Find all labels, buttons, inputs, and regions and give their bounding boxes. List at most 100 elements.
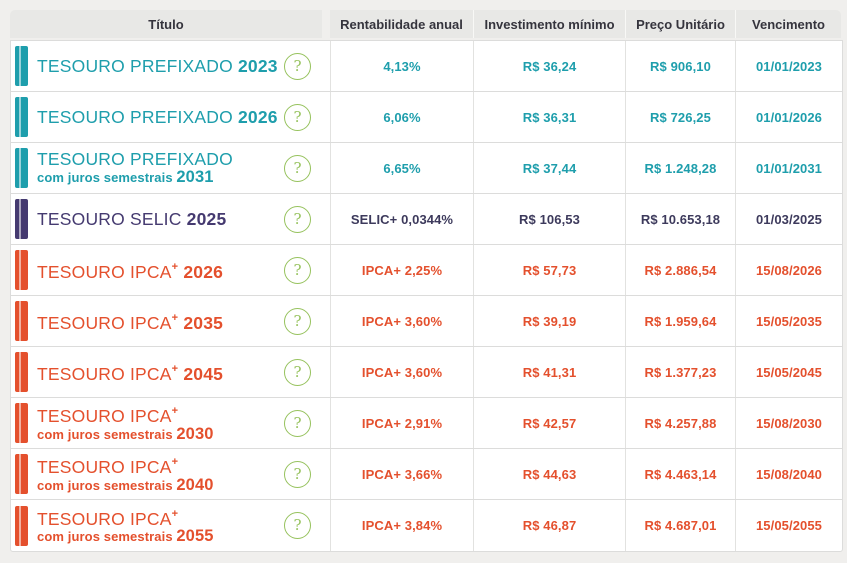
bond-title: TESOURO IPCA+ com juros semestrais 2055 — [37, 507, 214, 546]
maturity-cell: 15/05/2055 — [735, 500, 842, 551]
annual-rate-cell: SELIC + 0,0344% — [330, 194, 473, 244]
maturity-cell: 15/05/2035 — [735, 296, 842, 346]
bond-title-cell: TESOURO IPCA+ com juros semestrais 2040? — [11, 449, 330, 499]
bond-year: 2035 — [183, 312, 224, 333]
unit-price-cell: R$ 4.463,14 — [625, 449, 735, 499]
help-icon[interactable]: ? — [284, 52, 311, 80]
unit-price-cell: R$ 4.257,88 — [625, 398, 735, 448]
table-row: TESOURO IPCA+ com juros semestrais 2040? I… — [11, 449, 842, 500]
unit-price-cell: R$ 1.959,64 — [625, 296, 735, 346]
table-body: TESOURO PREFIXADO 2023? 4,13% R$ 36,24 R$ 9… — [10, 40, 843, 552]
maturity-cell: 01/01/2023 — [735, 41, 842, 91]
maturity-cell: 01/01/2031 — [735, 143, 842, 193]
bond-title: TESOURO PREFIXADO com juros semestrais 20… — [37, 149, 233, 186]
help-icon[interactable]: ? — [284, 409, 311, 437]
bond-title-cell: TESOURO IPCA+ 2026? — [11, 245, 330, 295]
bond-title-cell: TESOURO PREFIXADO 2026? — [11, 92, 330, 142]
bond-title: TESOURO SELIC 2025 — [37, 208, 227, 229]
bond-title-cell: TESOURO IPCA+ com juros semestrais 2030? — [11, 398, 330, 448]
min-investment-cell: R$ 37,44 — [473, 143, 625, 193]
bond-title-cell: TESOURO PREFIXADO com juros semestrais 20… — [11, 143, 330, 193]
table-row: TESOURO PREFIXADO 2026? 6,06% R$ 36,31 R$ 7… — [11, 92, 842, 143]
superscript-plus: + — [171, 405, 179, 418]
bond-year: 2025 — [186, 208, 227, 229]
min-investment-cell: R$ 57,73 — [473, 245, 625, 295]
annual-rate-cell: 6,65% — [330, 143, 473, 193]
help-icon[interactable]: ? — [284, 256, 311, 284]
superscript-plus: + — [171, 456, 179, 469]
column-header-rentabilidade: Rentabilidade anual — [330, 10, 473, 38]
bond-year: 2040 — [176, 475, 214, 494]
maturity-cell: 15/05/2045 — [735, 347, 842, 397]
superscript-plus: + — [171, 507, 179, 520]
bond-color-bar-icon — [15, 352, 28, 392]
maturity-cell: 15/08/2040 — [735, 449, 842, 499]
bond-title: TESOURO IPCA+ com juros semestrais 2030 — [37, 405, 214, 443]
table-header-row: Título Rentabilidade anual Investimento … — [10, 10, 841, 38]
min-investment-cell: R$ 44,63 — [473, 449, 625, 499]
bond-title-cell: TESOURO PREFIXADO 2023? — [11, 41, 330, 91]
min-investment-cell: R$ 106,53 — [473, 194, 625, 244]
column-header-titulo: Título — [10, 10, 322, 38]
bond-year: 2031 — [176, 168, 214, 186]
bond-color-bar-icon — [15, 403, 28, 443]
table-row: TESOURO IPCA+ 2045? IPCA + 3,60% R$ 41,31 R… — [11, 347, 842, 398]
annual-rate-cell: IPCA + 3,66% — [330, 449, 473, 499]
bond-title: TESOURO IPCA+ 2026 — [37, 260, 224, 282]
table-row: TESOURO IPCA+ com juros semestrais 2030? I… — [11, 398, 842, 449]
min-investment-cell: R$ 42,57 — [473, 398, 625, 448]
help-icon[interactable]: ? — [284, 154, 311, 182]
bond-color-bar-icon — [15, 46, 28, 86]
help-icon[interactable]: ? — [284, 103, 311, 131]
bond-title: TESOURO IPCA+ 2035 — [37, 311, 224, 333]
bond-year: 2026 — [238, 106, 278, 127]
bond-title: TESOURO PREFIXADO 2026 — [37, 106, 278, 127]
help-icon[interactable]: ? — [284, 460, 311, 488]
bond-title: TESOURO IPCA+ com juros semestrais 2040 — [37, 456, 214, 494]
bond-year: 2030 — [176, 424, 214, 443]
table-row: TESOURO IPCA+ 2026? IPCA + 2,25% R$ 57,73 R… — [11, 245, 842, 296]
bond-title-cell: TESOURO IPCA+ com juros semestrais 2055? — [11, 500, 330, 551]
unit-price-cell: R$ 2.886,54 — [625, 245, 735, 295]
table-row: TESOURO IPCA+ com juros semestrais 2055? I… — [11, 500, 842, 551]
min-investment-cell: R$ 39,19 — [473, 296, 625, 346]
bond-title-cell: TESOURO SELIC 2025? — [11, 194, 330, 244]
annual-rate-cell: IPCA + 3,60% — [330, 347, 473, 397]
table-row: TESOURO PREFIXADO com juros semestrais 20… — [11, 143, 842, 194]
bond-year: 2023 — [238, 55, 278, 76]
annual-rate-cell: IPCA + 2,25% — [330, 245, 473, 295]
bond-year: 2026 — [183, 261, 224, 282]
help-icon[interactable]: ? — [284, 358, 311, 386]
unit-price-cell: R$ 906,10 — [625, 41, 735, 91]
superscript-plus: + — [171, 311, 179, 324]
bond-color-bar-icon — [15, 97, 28, 137]
bond-title: TESOURO IPCA+ 2045 — [37, 362, 224, 384]
bond-title-cell: TESOURO IPCA+ 2035? — [11, 296, 330, 346]
unit-price-cell: R$ 726,25 — [625, 92, 735, 142]
bond-year: 2055 — [176, 527, 214, 546]
maturity-cell: 15/08/2026 — [735, 245, 842, 295]
help-icon[interactable]: ? — [284, 512, 311, 539]
unit-price-cell: R$ 1.377,23 — [625, 347, 735, 397]
maturity-cell: 01/01/2026 — [735, 92, 842, 142]
column-header-investimento: Investimento mínimo — [473, 10, 625, 38]
column-header-vencimento: Vencimento — [735, 10, 841, 38]
min-investment-cell: R$ 46,87 — [473, 500, 625, 551]
table-row: TESOURO PREFIXADO 2023? 4,13% R$ 36,24 R$ 9… — [11, 41, 842, 92]
annual-rate-cell: IPCA + 3,84% — [330, 500, 473, 551]
bond-title: TESOURO PREFIXADO 2023 — [37, 55, 278, 76]
help-icon[interactable]: ? — [284, 307, 311, 335]
column-header-preco: Preço Unitário — [625, 10, 735, 38]
annual-rate-cell: 4,13% — [330, 41, 473, 91]
annual-rate-cell: IPCA + 2,91% — [330, 398, 473, 448]
bond-color-bar-icon — [15, 505, 28, 546]
bond-color-bar-icon — [15, 454, 28, 494]
bond-color-bar-icon — [15, 301, 28, 341]
help-icon[interactable]: ? — [284, 205, 311, 233]
annual-rate-cell: IPCA + 3,60% — [330, 296, 473, 346]
min-investment-cell: R$ 36,24 — [473, 41, 625, 91]
superscript-plus: + — [171, 260, 179, 273]
bond-color-bar-icon — [15, 250, 28, 290]
maturity-cell: 15/08/2030 — [735, 398, 842, 448]
bond-title-cell: TESOURO IPCA+ 2045? — [11, 347, 330, 397]
